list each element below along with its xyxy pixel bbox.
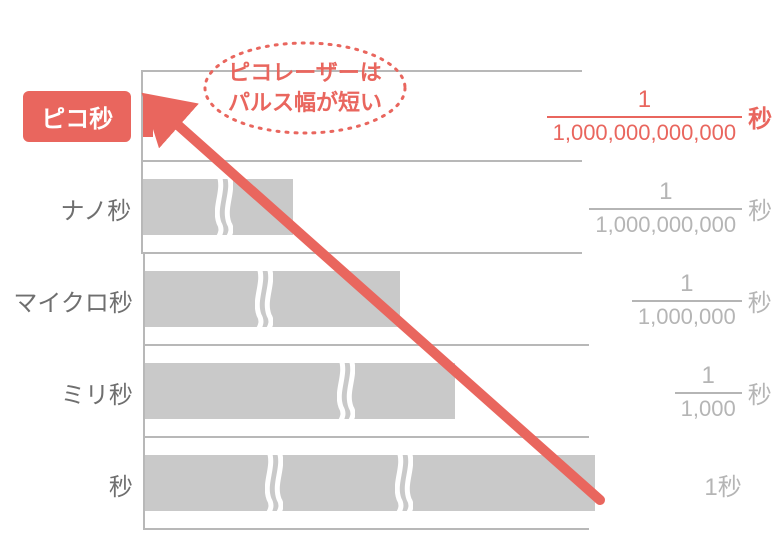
fraction: 11,000,000	[632, 270, 742, 330]
denominator: 1,000,000	[632, 302, 742, 330]
numerator: 1	[674, 270, 699, 300]
chart-row: 秒 1秒	[0, 438, 780, 530]
row-label: ミリ秒	[61, 375, 133, 410]
bar	[143, 179, 293, 235]
chart-row: ミリ秒 11,000秒	[0, 346, 780, 438]
plain-value: 1秒	[704, 467, 741, 502]
numerator: 1	[653, 178, 678, 208]
row-label-col: ミリ秒	[0, 375, 143, 410]
denominator: 1,000,000,000	[589, 210, 742, 238]
row-label-col: ナノ秒	[0, 191, 141, 226]
bar-area	[141, 162, 582, 254]
value-col: 1秒	[589, 467, 742, 502]
bar-area	[143, 346, 589, 438]
unit: 秒	[742, 99, 780, 134]
numerator: 1	[632, 86, 657, 116]
chart-row: マイクロ秒 11,000,000秒	[0, 254, 780, 346]
unit: 秒	[742, 283, 780, 318]
value-col: 11,000	[589, 362, 742, 422]
callout-ring	[200, 38, 410, 138]
unit: 秒	[742, 375, 780, 410]
bar	[145, 271, 400, 327]
fraction: 11,000	[675, 362, 742, 422]
value-col: 11,000,000,000	[582, 178, 742, 238]
denominator: 1,000	[675, 394, 742, 422]
unit: 秒	[742, 191, 780, 226]
row-label: ピコ秒	[23, 91, 131, 142]
row-label-col: マイクロ秒	[0, 283, 143, 318]
chart: ピコ秒11,000,000,000,000秒ナノ秒 11,000,000,000…	[0, 70, 780, 530]
bar-area	[143, 254, 589, 346]
row-label-col: ピコ秒	[0, 91, 141, 142]
row-label: マイクロ秒	[13, 283, 133, 318]
bar	[143, 95, 153, 137]
bar	[145, 363, 455, 419]
bar-area	[143, 438, 589, 530]
value-col: 11,000,000	[589, 270, 742, 330]
value-col: 11,000,000,000,000	[582, 86, 742, 146]
bar	[145, 455, 595, 511]
fraction: 11,000,000,000	[589, 178, 742, 238]
row-label: 秒	[109, 467, 133, 502]
row-label-col: 秒	[0, 467, 143, 502]
chart-row: ナノ秒 11,000,000,000秒	[0, 162, 780, 254]
numerator: 1	[696, 362, 721, 392]
callout-bubble: ピコレーザーは パルス幅が短い	[200, 38, 410, 138]
row-label: ナノ秒	[60, 191, 131, 226]
